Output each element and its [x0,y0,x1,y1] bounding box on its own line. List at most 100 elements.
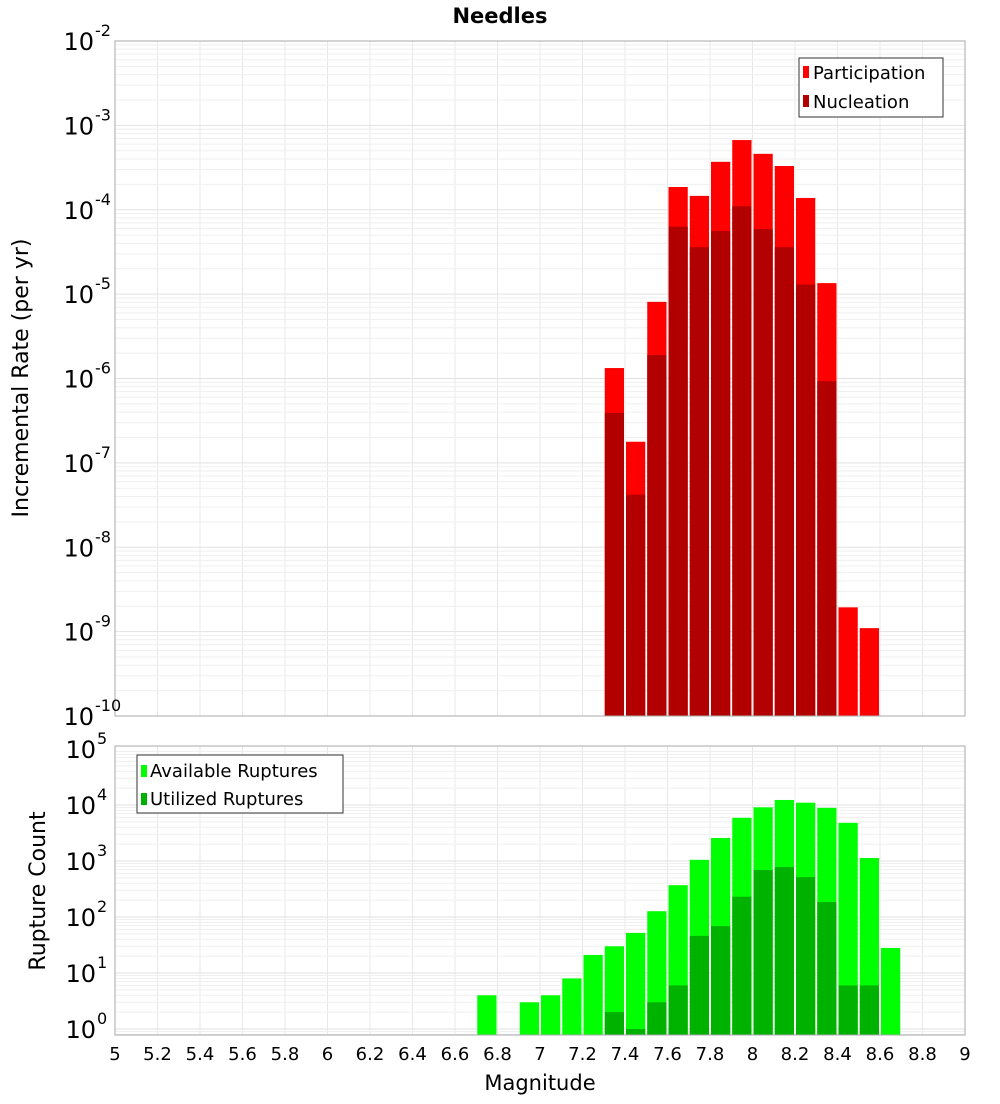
bottom-y-tick-label: 10 [65,1016,96,1044]
bottom-y-tick-label-exponent: 2 [97,897,107,916]
x-tick-label: 8 [747,1044,758,1065]
top-bar-nucleation [817,381,837,716]
bottom-bar-available-ruptures [626,932,646,1035]
x-tick-label: 6.6 [441,1044,470,1065]
legend-swatch-nucleation [803,95,809,107]
x-tick-label: 8.4 [823,1044,852,1065]
x-tick-label: 7.2 [568,1044,597,1065]
legend-swatch-utilized [141,793,147,805]
bottom-bar-utilized-ruptures [626,1029,646,1035]
x-tick-label: 7.8 [696,1044,725,1065]
top-bar-nucleation [711,230,731,716]
bottom-bar-utilized-ruptures [711,926,731,1035]
bottom-y-axis-label: Rupture Count [26,811,51,971]
bottom-bar-utilized-ruptures [668,985,688,1035]
bottom-bar-utilized-ruptures [774,867,794,1035]
top-legend-box [798,57,944,118]
top-y-tick-label: 10 [63,703,94,731]
bottom-y-tick-label: 10 [65,736,96,764]
legend-label-nucleation: Nucleation [813,92,909,113]
bottom-legend-box [136,754,344,814]
top-y-tick-label-exponent: -3 [95,105,111,124]
bottom-bar-available-ruptures [519,1002,539,1035]
top-bar-nucleation [647,354,667,716]
x-tick-label: 5 [109,1044,120,1065]
bottom-y-tick-label-exponent: 0 [97,1009,107,1028]
bottom-bar-available-ruptures [477,995,497,1035]
x-tick-label: 8.2 [781,1044,810,1065]
top-y-axis-label: Incremental Rate (per yr) [9,239,34,518]
x-tick-label: 8.6 [866,1044,895,1065]
bottom-bar-utilized-ruptures [817,902,837,1035]
legend-label-available: Available Ruptures [150,761,318,782]
top-y-tick-label-exponent: -6 [95,359,111,378]
legend-swatch-participation [803,66,809,78]
bars [477,140,901,1035]
bottom-plot-frame [114,745,966,1036]
x-tick-label: 6.8 [483,1044,512,1065]
bottom-y-tick-label-exponent: 5 [97,729,107,748]
legend-label-utilized: Utilized Ruptures [150,789,303,810]
bottom-y-tick-label: 10 [65,960,96,988]
top-y-tick-label: 10 [63,112,94,140]
top-plot-frame [114,40,966,717]
top-y-tick-label-exponent: -8 [95,527,111,546]
top-y-tick-label: 10 [63,619,94,647]
bottom-bar-utilized-ruptures [604,1012,624,1035]
x-tick-label: 7.4 [611,1044,640,1065]
top-y-tick-label-exponent: -10 [95,696,121,715]
x-tick-label: 6.2 [356,1044,385,1065]
bottom-bar-utilized-ruptures [689,935,709,1035]
chart-title: Needles [452,4,547,28]
bottom-y-tick-label-exponent: 1 [97,953,107,972]
bottom-bar-available-ruptures [541,995,561,1035]
bottom-bar-utilized-ruptures [796,877,816,1035]
top-bar-participation [859,628,879,716]
bottom-bar-utilized-ruptures [732,896,752,1035]
top-y-tick-label-exponent: -7 [95,443,111,462]
top-y-tick-label-exponent: -5 [95,274,111,293]
legend-label-participation: Participation [813,63,925,84]
bottom-bar-available-ruptures [583,954,603,1035]
x-tick-label: 6 [322,1044,333,1065]
bottom-y-tick-label: 10 [65,792,96,820]
top-bar-nucleation [626,494,646,716]
top-y-tick-label-exponent: -4 [95,190,111,209]
legend-swatch-available [141,765,147,777]
bottom-legend: Available Ruptures Utilized Ruptures [136,754,344,814]
x-axis-label: Magnitude [484,1071,595,1095]
top-y-tick-label: 10 [63,450,94,478]
top-y-tick-label: 10 [63,281,94,309]
top-bar-nucleation [796,284,816,716]
x-tick-label: 5.2 [143,1044,172,1065]
top-y-tick-label: 10 [63,534,94,562]
top-bar-participation [838,607,858,716]
bottom-bar-utilized-ruptures [859,985,879,1035]
top-y-tick-label-exponent: -2 [95,21,111,40]
x-tick-label: 5.6 [228,1044,257,1065]
x-tick-label: 8.8 [908,1044,937,1065]
top-legend: Participation Nucleation [798,57,944,118]
x-tick-label: 7 [534,1044,545,1065]
top-y-tick-label: 10 [63,28,94,56]
x-tick-label: 5.8 [271,1044,300,1065]
top-bar-nucleation [753,229,773,717]
top-y-tick-label: 10 [63,366,94,394]
bottom-y-tick-label-exponent: 3 [97,841,107,860]
top-bar-nucleation [774,247,794,716]
x-tick-label: 6.4 [398,1044,427,1065]
top-y-tick-label: 10 [63,197,94,225]
top-bar-nucleation [732,206,752,716]
x-tick-label: 7.6 [653,1044,682,1065]
bottom-bar-available-ruptures [838,822,858,1035]
bottom-y-tick-label: 10 [65,848,96,876]
x-tick-label: 5.4 [186,1044,215,1065]
bottom-bar-available-ruptures [881,947,901,1035]
top-bar-nucleation [668,226,688,716]
bottom-y-tick-label: 10 [65,904,96,932]
x-tick-label: 9 [959,1044,970,1065]
top-bar-nucleation [689,247,709,716]
